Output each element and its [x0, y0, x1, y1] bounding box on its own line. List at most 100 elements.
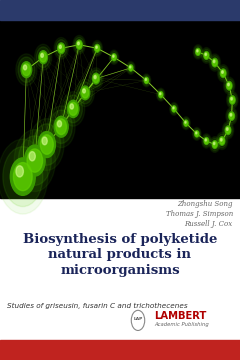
Circle shape — [204, 53, 208, 58]
Circle shape — [227, 109, 236, 123]
Circle shape — [205, 139, 206, 141]
Circle shape — [231, 98, 233, 100]
Circle shape — [184, 120, 188, 126]
Circle shape — [228, 93, 237, 107]
Circle shape — [210, 137, 220, 153]
Circle shape — [173, 107, 174, 109]
Circle shape — [0, 139, 48, 214]
Circle shape — [29, 152, 35, 161]
Circle shape — [59, 45, 61, 49]
Circle shape — [204, 138, 208, 144]
Circle shape — [145, 78, 146, 80]
Circle shape — [18, 136, 51, 185]
Circle shape — [58, 43, 65, 54]
Circle shape — [93, 75, 99, 83]
Text: Zhongshu Song: Zhongshu Song — [177, 200, 233, 208]
Circle shape — [192, 127, 201, 140]
Circle shape — [95, 44, 100, 52]
Circle shape — [33, 124, 61, 165]
Circle shape — [216, 132, 228, 150]
Circle shape — [69, 102, 78, 115]
Circle shape — [83, 89, 85, 93]
Circle shape — [24, 145, 45, 176]
Circle shape — [38, 132, 55, 158]
Circle shape — [172, 107, 176, 111]
Circle shape — [16, 54, 37, 86]
Circle shape — [196, 49, 200, 55]
Circle shape — [213, 142, 215, 145]
Circle shape — [193, 129, 200, 139]
Text: Academic Publishing: Academic Publishing — [154, 322, 209, 327]
Bar — [0, 20, 240, 198]
Circle shape — [219, 66, 228, 80]
Circle shape — [81, 86, 90, 100]
Circle shape — [213, 59, 217, 66]
Text: Biosynthesis of polyketide
natural products in
microorganisms: Biosynthesis of polyketide natural produ… — [23, 233, 217, 277]
Circle shape — [228, 83, 229, 86]
Circle shape — [222, 71, 223, 73]
Circle shape — [226, 128, 228, 130]
Circle shape — [77, 41, 82, 48]
Circle shape — [110, 51, 118, 63]
Circle shape — [70, 104, 73, 109]
Circle shape — [92, 73, 100, 84]
Circle shape — [212, 140, 217, 149]
Circle shape — [229, 96, 235, 104]
Circle shape — [172, 106, 176, 112]
Circle shape — [22, 64, 30, 76]
Circle shape — [185, 121, 186, 123]
Circle shape — [96, 46, 97, 48]
Circle shape — [64, 95, 82, 123]
Circle shape — [30, 119, 64, 171]
Circle shape — [217, 65, 229, 82]
Circle shape — [195, 131, 199, 137]
Text: LAP: LAP — [133, 317, 143, 321]
Circle shape — [229, 113, 234, 119]
Circle shape — [159, 91, 163, 98]
Circle shape — [159, 92, 162, 97]
Circle shape — [145, 78, 148, 83]
Circle shape — [62, 91, 85, 126]
Circle shape — [41, 54, 43, 57]
Circle shape — [129, 65, 133, 71]
Circle shape — [18, 57, 35, 82]
Circle shape — [42, 137, 47, 145]
Circle shape — [142, 74, 151, 87]
Circle shape — [229, 112, 234, 120]
Circle shape — [54, 37, 68, 59]
Circle shape — [182, 117, 190, 130]
Circle shape — [76, 79, 94, 107]
Circle shape — [219, 137, 225, 145]
Circle shape — [183, 118, 189, 129]
Circle shape — [90, 70, 102, 87]
Circle shape — [225, 126, 231, 135]
Circle shape — [39, 51, 48, 64]
Circle shape — [195, 131, 198, 136]
Circle shape — [112, 54, 116, 61]
Circle shape — [35, 44, 52, 70]
Circle shape — [225, 79, 234, 93]
Circle shape — [93, 42, 102, 55]
Circle shape — [160, 93, 161, 95]
Bar — [0, 0, 240, 20]
Circle shape — [24, 65, 27, 70]
Circle shape — [67, 100, 79, 117]
Circle shape — [59, 44, 64, 52]
Circle shape — [212, 58, 218, 67]
Circle shape — [205, 53, 207, 55]
Circle shape — [50, 110, 72, 143]
Circle shape — [57, 121, 61, 127]
Circle shape — [204, 138, 209, 145]
Circle shape — [10, 158, 35, 195]
Circle shape — [127, 63, 134, 73]
Circle shape — [3, 147, 43, 207]
Circle shape — [223, 123, 233, 137]
Circle shape — [209, 54, 221, 71]
Circle shape — [213, 60, 215, 63]
Circle shape — [129, 66, 132, 70]
Circle shape — [126, 62, 135, 75]
Circle shape — [230, 113, 232, 116]
Circle shape — [226, 107, 237, 125]
Circle shape — [171, 104, 177, 114]
Circle shape — [27, 149, 42, 172]
